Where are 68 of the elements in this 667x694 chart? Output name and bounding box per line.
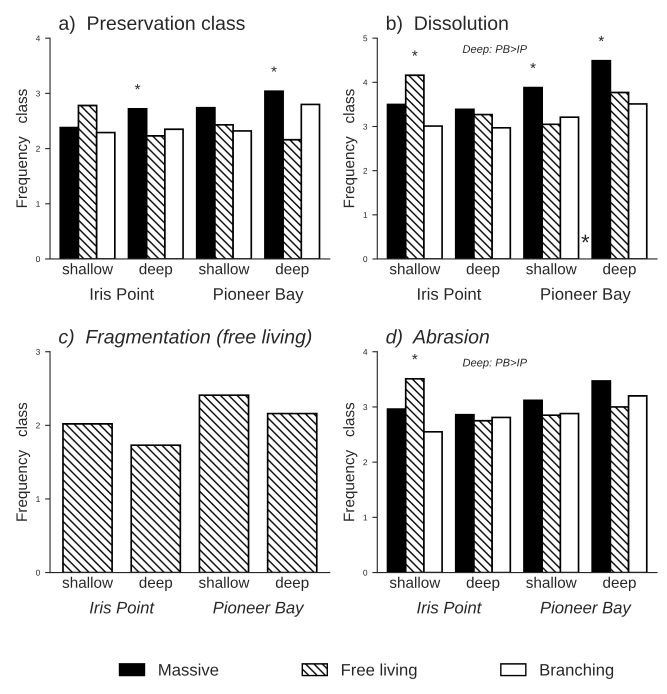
- legend-label: Massive: [159, 663, 218, 676]
- y-tick-label: 1: [36, 201, 40, 207]
- y-tick-label: 1: [364, 212, 368, 218]
- x-tick-label: deep: [466, 576, 500, 591]
- x-tick-label: shallow: [526, 576, 577, 588]
- x-tick-label: shallow: [62, 576, 114, 588]
- data-label: *: [271, 66, 277, 72]
- y-tick-label: 0: [363, 256, 368, 262]
- y-tick-label: 1: [364, 514, 368, 520]
- x-tick-label: shallow: [390, 263, 440, 274]
- text: Iris Point: [418, 288, 482, 300]
- y-tick-label: 4: [36, 35, 40, 42]
- x-tick-label: shallow: [62, 263, 114, 274]
- y-tick-label: 3: [363, 404, 368, 410]
- text: Pioneer Bay: [214, 288, 304, 304]
- y-tick-label: 1: [36, 496, 40, 502]
- chart-title: d) Abrasion: [386, 329, 489, 348]
- y-tick-label: 0: [363, 570, 368, 576]
- data-label: *: [412, 354, 418, 360]
- x-tick-label: deep: [139, 576, 172, 591]
- annotation: Deep: PB>IP: [462, 45, 527, 56]
- y-tick-label: 0: [36, 570, 40, 576]
- y-axis-title: Frequency class: [16, 89, 30, 208]
- y-tick-label: 2: [36, 422, 40, 428]
- text: Pioneer Bay: [540, 601, 632, 617]
- y-axis-title: Frequency class: [343, 402, 358, 521]
- x-tick-label: deep: [276, 576, 309, 591]
- chart-title: c) Fragmentation (free living): [59, 329, 312, 348]
- x-tick-label: shallow: [198, 576, 250, 588]
- y-tick-label: 3: [36, 90, 40, 96]
- bar: [130, 444, 182, 573]
- data-label: *: [530, 62, 536, 68]
- y-tick-label: 4: [363, 80, 368, 86]
- y-tick-label: 3: [363, 124, 368, 130]
- text: Pioneer Bay: [213, 601, 304, 617]
- legend-label: Free living: [342, 663, 416, 679]
- y-tick-label: 2: [36, 146, 40, 152]
- y-tick-label: 2: [363, 168, 368, 174]
- text: Iris Point: [417, 601, 482, 614]
- annotation: *: [581, 234, 590, 242]
- text: Iris Point: [90, 288, 154, 300]
- chart-title: a) Preservation class: [59, 16, 245, 34]
- x-tick-label: deep: [466, 263, 500, 278]
- x-tick-label: deep: [603, 263, 636, 278]
- y-axis-title: Frequency class: [16, 402, 30, 521]
- y-tick-label: 5: [363, 35, 368, 42]
- x-tick-label: shallow: [390, 576, 440, 588]
- x-tick-label: shallow: [526, 263, 577, 274]
- bar: [198, 394, 250, 573]
- x-tick-label: deep: [276, 263, 309, 278]
- x-tick-label: deep: [139, 263, 172, 278]
- bar: [62, 423, 113, 573]
- chart-title: b) Dissolution: [386, 16, 508, 34]
- x-tick-label: shallow: [198, 263, 250, 274]
- y-tick-label: 4: [363, 349, 368, 355]
- data-label: *: [598, 36, 604, 42]
- data-label: *: [412, 50, 418, 56]
- y-axis-title: Frequency class: [343, 89, 358, 208]
- text: Pioneer Bay: [541, 288, 631, 304]
- x-tick-label: deep: [603, 576, 636, 591]
- legend-label: Branching: [540, 663, 614, 679]
- y-tick-label: 3: [36, 348, 40, 355]
- y-tick-label: 0: [36, 256, 40, 262]
- text: Iris Point: [90, 601, 155, 614]
- annotation: Deep: PB>IP: [462, 358, 527, 369]
- y-tick-label: 2: [363, 459, 368, 466]
- bar: [266, 412, 318, 573]
- data-label: *: [134, 84, 140, 90]
